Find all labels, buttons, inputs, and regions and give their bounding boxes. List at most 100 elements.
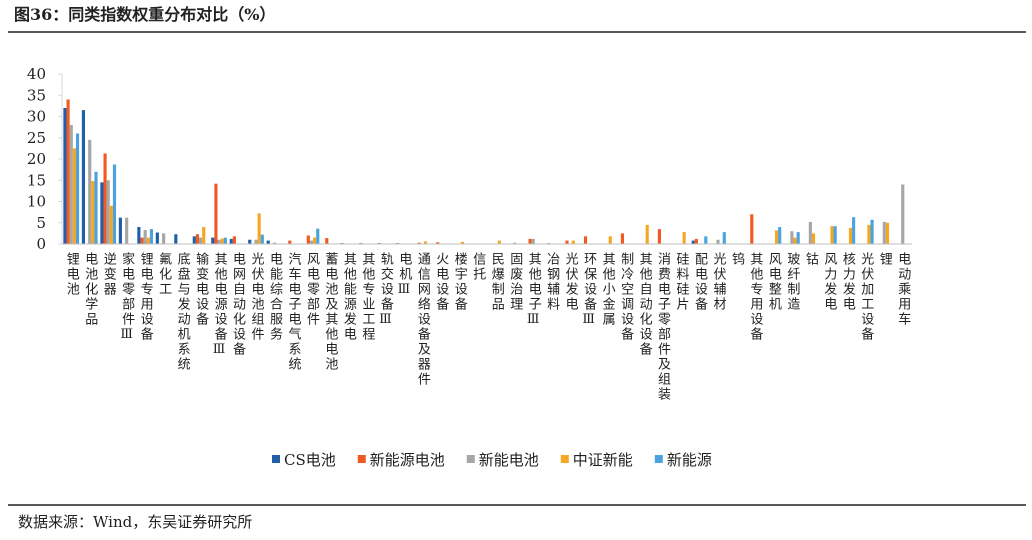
bar bbox=[310, 241, 313, 244]
bar bbox=[621, 233, 624, 244]
bar bbox=[144, 230, 147, 244]
x-tick-label: 家电零部件Ⅲ bbox=[119, 251, 135, 344]
bar bbox=[532, 239, 535, 244]
bar bbox=[110, 206, 113, 244]
bar bbox=[107, 180, 110, 244]
bar bbox=[849, 228, 852, 244]
bar bbox=[901, 185, 904, 245]
x-tick-label: 钨 bbox=[729, 251, 745, 267]
bar bbox=[683, 232, 686, 244]
bar bbox=[695, 239, 698, 244]
x-tick-label: 底盘与发动机系统 bbox=[175, 251, 191, 372]
x-tick-label: 锂 bbox=[877, 252, 893, 267]
bar bbox=[572, 241, 575, 244]
legend-label: 新能源电池 bbox=[370, 451, 445, 469]
bar bbox=[871, 220, 874, 244]
x-tick-label: 配电设备 bbox=[692, 252, 708, 312]
legend-label: 新能源 bbox=[667, 451, 712, 469]
x-tick-label: 电机Ⅲ bbox=[396, 252, 412, 299]
y-tick-label: 20 bbox=[27, 150, 46, 168]
bar bbox=[147, 238, 150, 244]
bar bbox=[230, 239, 233, 244]
x-tick-label: 锂电池 bbox=[64, 252, 80, 297]
y-tick-label: 5 bbox=[36, 214, 46, 232]
bar bbox=[692, 241, 695, 244]
bar bbox=[565, 241, 568, 244]
x-tick-label: 钴 bbox=[803, 252, 819, 267]
bar bbox=[119, 218, 122, 244]
x-tick-label: 电网自动化设备 bbox=[230, 252, 246, 357]
x-tick-label: 制冷空调设备 bbox=[618, 252, 634, 342]
y-tick-label: 30 bbox=[27, 108, 46, 126]
x-tick-label: 消费电子零部件及组装 bbox=[655, 252, 671, 402]
bar bbox=[658, 229, 661, 244]
bar bbox=[267, 241, 270, 244]
bar bbox=[70, 125, 73, 244]
x-tick-label: 固废治理 bbox=[507, 252, 523, 312]
bar bbox=[883, 222, 886, 244]
bar bbox=[288, 241, 291, 244]
legend-swatch bbox=[272, 455, 280, 463]
bar bbox=[233, 236, 236, 244]
bar bbox=[113, 165, 116, 244]
bar bbox=[221, 238, 224, 244]
x-tick-label: 汽车电子电气系统 bbox=[285, 252, 301, 372]
chart-title: 图36：同类指数权重分布对比（%） bbox=[14, 5, 275, 24]
bar bbox=[76, 134, 79, 245]
y-tick-label: 10 bbox=[27, 193, 46, 211]
bar bbox=[103, 153, 106, 244]
x-tick-label: 火电设备 bbox=[433, 252, 449, 312]
bar bbox=[307, 236, 310, 245]
bar bbox=[217, 240, 220, 244]
x-tick-label: 其他电子Ⅲ bbox=[526, 252, 542, 329]
bar bbox=[211, 238, 214, 244]
x-tick-label: 电池化学品 bbox=[82, 252, 98, 327]
bar bbox=[196, 234, 199, 244]
x-tick-label: 通信网络设备及器件 bbox=[415, 252, 431, 387]
x-tick-label: 输变电设备 bbox=[193, 251, 209, 327]
bar bbox=[73, 148, 76, 244]
x-tick-label: 环保设备Ⅲ bbox=[581, 252, 597, 329]
x-tick-label: 电能综合服务 bbox=[267, 252, 283, 342]
x-tick-label: 氟化工 bbox=[156, 252, 172, 297]
bar bbox=[830, 226, 833, 244]
bar bbox=[162, 233, 165, 244]
bar bbox=[834, 226, 837, 244]
legend-label: CS电池 bbox=[284, 451, 336, 469]
source-note: 数据来源：Wind，东吴证券研究所 bbox=[18, 513, 252, 531]
x-tick-label: 轨交设备Ⅲ bbox=[378, 252, 394, 329]
x-tick-label: 核力发电 bbox=[840, 252, 856, 312]
bar bbox=[91, 181, 94, 244]
bar bbox=[199, 238, 202, 244]
bar bbox=[258, 213, 261, 244]
legend-swatch bbox=[655, 455, 663, 463]
x-tick-label: 民爆制品 bbox=[489, 252, 505, 312]
bar bbox=[214, 184, 217, 244]
bar bbox=[100, 182, 103, 244]
bar bbox=[716, 240, 719, 244]
x-tick-label: 楼宇设备 bbox=[452, 252, 468, 312]
bar bbox=[498, 241, 501, 244]
x-tick-label: 逆变器 bbox=[101, 251, 117, 297]
bar bbox=[125, 218, 128, 244]
bar bbox=[82, 110, 85, 244]
bar bbox=[193, 236, 196, 244]
y-tick-label: 15 bbox=[27, 171, 46, 189]
bar bbox=[63, 108, 66, 244]
bar bbox=[723, 232, 726, 244]
x-tick-label: 光伏电池组件 bbox=[249, 252, 265, 342]
bar bbox=[797, 232, 800, 244]
bar bbox=[646, 225, 649, 244]
x-tick-label: 光伏辅材 bbox=[710, 252, 726, 312]
bar bbox=[261, 235, 264, 244]
x-tick-label: 硅料硅片 bbox=[674, 252, 690, 312]
x-tick-label: 冶钢辅料 bbox=[544, 252, 560, 312]
bar bbox=[584, 236, 587, 244]
bar bbox=[778, 227, 781, 244]
bar bbox=[137, 227, 140, 244]
x-tick-label: 其他自动化设备 bbox=[637, 252, 653, 357]
bar bbox=[886, 223, 889, 244]
x-tick-label: 其他专用设备 bbox=[747, 252, 763, 342]
bar bbox=[150, 229, 153, 244]
x-tick-label: 风电零部件 bbox=[304, 252, 320, 327]
